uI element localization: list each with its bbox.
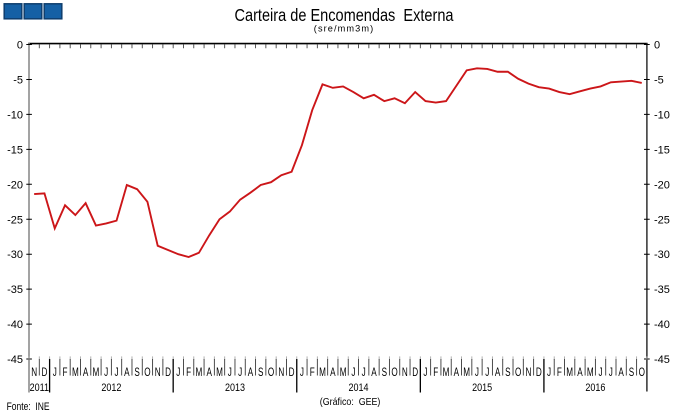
svg-text:M: M [93,367,100,380]
svg-text:J: J [53,367,57,380]
svg-text:J: J [423,367,427,380]
svg-text:A: A [124,367,130,380]
svg-text:-40: -40 [654,319,670,331]
svg-text:D: D [412,367,418,380]
svg-text:2011: 2011 [30,382,50,394]
svg-text:J: J [485,367,489,380]
svg-text:-15: -15 [654,144,670,156]
svg-text:J: J [104,367,108,380]
svg-text:S: S [258,367,264,380]
svg-text:O: O [515,367,521,380]
svg-text:A: A [618,367,624,380]
svg-text:-35: -35 [7,284,23,296]
svg-text:-25: -25 [7,214,23,226]
svg-text:M: M [216,367,223,380]
svg-text:D: D [41,367,47,380]
svg-text:D: D [165,367,171,380]
svg-text:N: N [278,367,284,380]
svg-text:M: M [463,367,470,380]
svg-text:0: 0 [17,40,23,52]
svg-text:J: J [228,367,232,380]
svg-text:M: M [443,367,450,380]
svg-text:-30: -30 [654,249,670,261]
svg-text:-35: -35 [654,284,670,296]
svg-text:A: A [248,367,254,380]
svg-text:-5: -5 [13,74,23,86]
svg-text:-25: -25 [654,214,670,226]
svg-text:-40: -40 [7,319,23,331]
svg-text:J: J [475,367,479,380]
svg-text:(sre/mm3m): (sre/mm3m) [314,23,373,33]
svg-text:-45: -45 [7,354,23,366]
svg-text:N: N [31,367,37,380]
svg-text:-30: -30 [7,249,23,261]
svg-text:F: F [433,367,438,380]
svg-text:A: A [454,367,460,380]
svg-text:D: D [536,367,542,380]
svg-text:2015: 2015 [472,382,492,394]
svg-text:F: F [186,367,191,380]
svg-text:(Gráfico: GEE): (Gráfico: GEE) [320,397,381,408]
svg-text:-20: -20 [7,179,23,191]
svg-text:Carteira de Encomendas Extern: Carteira de Encomendas Externa [235,5,454,25]
svg-text:F: F [63,367,68,380]
svg-text:J: J [609,367,613,380]
svg-text:A: A [371,367,377,380]
svg-text:S: S [505,367,511,380]
svg-text:J: J [547,367,551,380]
svg-text:M: M [72,367,79,380]
svg-text:A: A [330,367,336,380]
svg-text:-15: -15 [7,144,23,156]
svg-text:Fonte: INE: Fonte: INE [7,401,50,413]
svg-text:N: N [526,367,532,380]
svg-text:S: S [629,367,635,380]
svg-text:O: O [268,367,274,380]
svg-text:D: D [289,367,295,380]
svg-text:-10: -10 [654,109,670,121]
svg-text:-45: -45 [654,354,670,366]
svg-text:M: M [587,367,594,380]
svg-text:-5: -5 [654,74,664,86]
svg-text:J: J [300,367,304,380]
svg-text:J: J [362,367,366,380]
svg-text:-10: -10 [7,109,23,121]
svg-text:A: A [207,367,213,380]
svg-text:F: F [310,367,315,380]
svg-text:A: A [495,367,501,380]
svg-text:S: S [134,367,140,380]
svg-text:S: S [382,367,388,380]
svg-text:2013: 2013 [225,382,245,394]
svg-text:O: O [144,367,150,380]
svg-text:J: J [351,367,355,380]
svg-text:J: J [176,367,180,380]
svg-text:M: M [319,367,326,380]
svg-text:A: A [83,367,89,380]
svg-text:0: 0 [654,40,660,52]
svg-text:2014: 2014 [349,382,369,394]
svg-text:O: O [391,367,397,380]
svg-text:J: J [115,367,119,380]
svg-text:2012: 2012 [101,382,121,394]
svg-text:M: M [566,367,573,380]
svg-text:O: O [639,367,645,380]
svg-text:N: N [155,367,161,380]
svg-text:J: J [238,367,242,380]
svg-text:-20: -20 [654,179,670,191]
svg-text:J: J [599,367,603,380]
svg-text:M: M [196,367,203,380]
svg-text:A: A [577,367,583,380]
svg-text:F: F [557,367,562,380]
svg-text:N: N [402,367,408,380]
svg-text:M: M [340,367,347,380]
svg-text:2016: 2016 [585,382,605,394]
